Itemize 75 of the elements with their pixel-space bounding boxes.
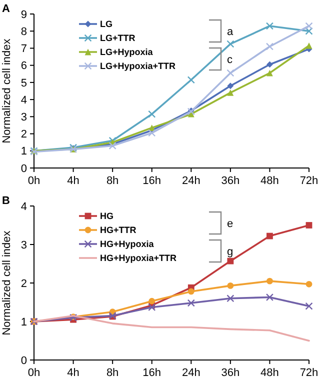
x-tick-label: 48h [260,175,279,187]
point [305,22,313,30]
point [148,129,156,137]
point [188,288,194,295]
x-tick-label: 16h [142,175,162,187]
point [226,294,234,302]
point [226,40,234,48]
legend-label: LG+TTR [100,33,136,44]
x-tick-label: 48h [260,367,279,379]
point [148,110,156,118]
y-axis-title: Normalized cell index [1,38,13,144]
point [305,302,313,310]
y-tick-label: 0 [20,162,27,175]
y-tick-label: 1 [20,146,27,158]
point [148,303,156,312]
point [227,90,234,96]
legend-label: LG+Hypoxia [100,47,154,58]
point [226,69,234,77]
y-tick-label: 6 [20,60,27,72]
annotation: a [227,26,234,38]
x-tick-label: 0h [28,367,40,379]
point [227,258,234,264]
x-tick-label: 0h [28,175,40,187]
x-tick-label: 36h [221,175,240,187]
y-tick-label: 2 [20,278,27,290]
legend-label: HG [100,211,114,222]
point [266,293,274,302]
y-axis-title: Normalized cell index [1,230,13,336]
x-tick-label: 8h [106,367,119,379]
legend-label: HG+TTR [100,225,137,236]
x-tick-label: 8h [106,175,119,187]
chart-title: B [2,195,10,207]
x-tick-label: 72h [300,175,318,187]
y-tick-label: 7 [20,43,27,56]
x-tick-label: 4h [67,175,80,187]
point [306,280,312,288]
x-tick-label: 24h [182,367,200,379]
annotation: g [227,246,234,258]
point [305,27,313,35]
y-tick-label: 0 [20,354,27,367]
annotation: c [227,54,233,66]
legend-label: HG+Hypoxia+TTR [100,253,178,264]
point [187,76,195,84]
legend-label: LG [100,19,112,30]
point [266,232,273,240]
point [266,70,273,76]
point [266,42,274,50]
chart-title: A [2,3,10,15]
y-tick-label: 4 [20,200,27,213]
legend-label: HG+Hypoxia [100,239,155,250]
x-tick-label: 16h [142,367,162,379]
legend-label: LG+Hypoxia+TTR [100,61,176,72]
point [227,282,234,289]
point [266,61,273,68]
y-tick-label: 4 [20,94,27,106]
y-tick-label: 9 [20,8,27,21]
y-tick-label: 8 [20,26,27,38]
y-tick-label: 3 [20,112,27,124]
point [227,82,234,90]
point [148,298,156,304]
x-tick-label: 72h [300,367,318,379]
annotation: e [227,218,234,230]
x-tick-label: 36h [221,367,240,379]
point [306,222,312,228]
y-tick-label: 5 [20,77,27,90]
point [187,299,195,307]
y-tick-label: 2 [20,128,27,141]
point [266,22,274,30]
x-tick-label: 24h [182,175,200,187]
point [306,42,312,49]
x-tick-label: 4h [67,367,80,379]
y-tick-label: 3 [20,239,27,252]
point [108,142,116,150]
point [266,278,273,284]
y-tick-label: 1 [20,316,27,328]
